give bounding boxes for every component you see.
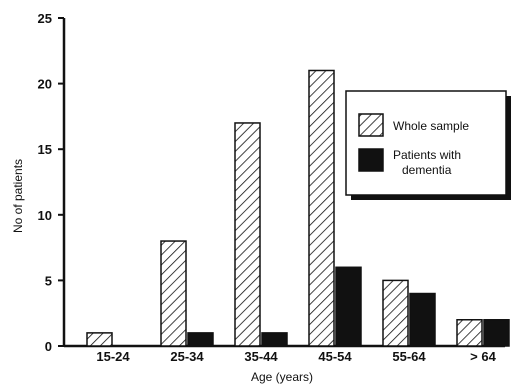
y-tick-label: 20	[38, 77, 52, 92]
bar-whole-sample	[86, 332, 113, 347]
bar-whole-sample	[456, 319, 483, 347]
y-axis-title: No of patients	[11, 159, 25, 233]
x-axis-title: Age (years)	[251, 370, 313, 384]
legend-swatch-whole-sample	[358, 113, 384, 137]
x-tick-label: > 64	[470, 349, 496, 364]
bar-dementia	[187, 332, 214, 347]
legend: Whole sample Patients with dementia	[345, 90, 511, 200]
legend-box	[345, 90, 507, 196]
x-tick-label: 25-34	[170, 349, 204, 364]
bar-dementia	[335, 266, 362, 347]
y-ticks: 0 5 10 15 20 25	[38, 11, 64, 354]
bar-dementia	[409, 292, 436, 347]
x-tick-labels: 15-24 25-34 35-44 45-54 55-64 > 64	[96, 349, 496, 364]
legend-label-dementia-line1: Patients with	[393, 148, 461, 162]
bar-dementia	[483, 319, 510, 347]
x-tick-label: 45-54	[318, 349, 352, 364]
legend-label-dementia-line2: dementia	[402, 163, 452, 177]
legend-swatch-dementia	[358, 148, 384, 172]
legend-label-whole-sample: Whole sample	[393, 119, 469, 133]
y-tick-label: 25	[38, 11, 52, 26]
y-tick-label: 10	[38, 208, 52, 223]
x-tick-label: 35-44	[244, 349, 278, 364]
bar-whole-sample	[160, 240, 187, 347]
bar-dementia	[261, 332, 288, 347]
bars	[86, 69, 510, 347]
bar-whole-sample	[308, 69, 335, 347]
y-tick-label: 0	[45, 339, 52, 354]
y-tick-label: 15	[38, 142, 52, 157]
y-tick-label: 5	[45, 273, 52, 288]
x-tick-label: 55-64	[392, 349, 426, 364]
bar-whole-sample	[234, 122, 261, 347]
bar-whole-sample	[382, 279, 409, 347]
x-tick-label: 15-24	[96, 349, 130, 364]
